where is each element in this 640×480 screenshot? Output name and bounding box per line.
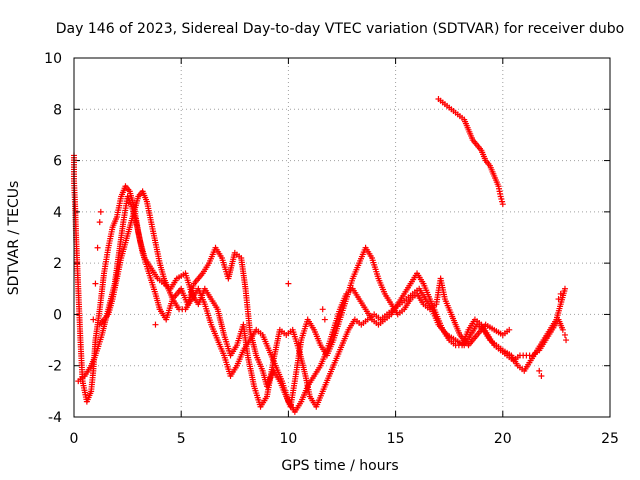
data-point-track-e [90, 316, 97, 323]
data-point-track-e [319, 306, 326, 313]
x-tick-label: 25 [601, 431, 619, 447]
x-tick-label: 5 [177, 431, 186, 447]
y-tick-label: 2 [53, 256, 62, 272]
x-tick-label: 10 [279, 431, 297, 447]
data-point-track-e [557, 290, 564, 297]
data-point-track-c [559, 326, 566, 333]
data-point-track-e [152, 321, 159, 328]
y-tick-labels: -4 -2 0 2 4 6 8 10 [44, 51, 62, 426]
data-point-track-e [285, 280, 292, 287]
data-point-track-e [321, 316, 328, 323]
x-tick-label: 20 [494, 431, 512, 447]
y-tick-label: 4 [53, 205, 62, 221]
x-tick-labels: 0 5 10 15 20 25 [70, 431, 619, 447]
y-tick-label: 8 [53, 102, 62, 118]
data-point-track-e [538, 372, 545, 379]
chart-title: Day 146 of 2023, Sidereal Day-to-day VTE… [56, 21, 624, 37]
y-tick-label: -2 [48, 359, 62, 375]
data-points [71, 96, 570, 415]
y-tick-label: 10 [44, 51, 62, 67]
data-point-track-e [92, 280, 99, 287]
data-point-track-e [555, 296, 562, 303]
data-point-track-e [94, 244, 101, 251]
data-point-track-d [499, 201, 506, 208]
data-point-track-e [96, 219, 103, 226]
data-point-track-a [506, 326, 513, 333]
data-point-track-e [156, 306, 163, 313]
data-point-track-e [563, 337, 570, 344]
data-point-track-e [561, 331, 568, 338]
data-point-track-e [536, 367, 543, 374]
data-point-track-b [561, 285, 568, 292]
x-tick-label: 15 [387, 431, 405, 447]
y-axis-label: SDTVAR / TECUs [6, 181, 22, 296]
x-axis-label: GPS time / hours [281, 458, 398, 474]
y-tick-label: 6 [53, 154, 62, 170]
plot-frame [73, 57, 611, 418]
y-tick-label: -4 [48, 410, 62, 426]
x-tick-label: 0 [70, 431, 79, 447]
y-tick-label: 0 [53, 307, 62, 323]
data-point-track-e [97, 208, 104, 215]
